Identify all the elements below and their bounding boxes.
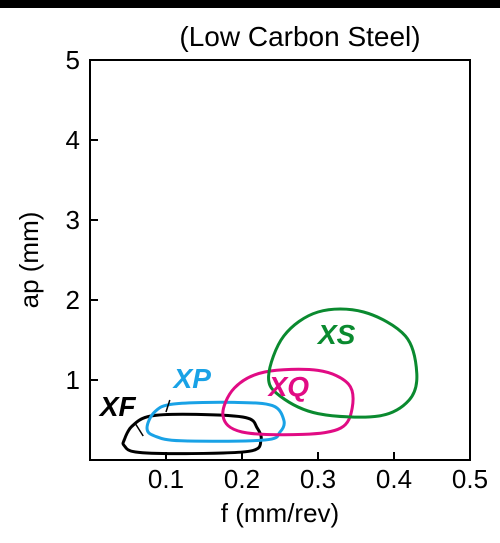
x-tick-label: 0.3 — [300, 464, 336, 494]
chart: (Low Carbon Steel) 0.1 0.2 0.3 0.4 0.5 1 2 3 4 5 f … — [0, 0, 500, 543]
leader-xf — [136, 424, 144, 436]
y-tick-label: 3 — [66, 205, 80, 235]
label-xq: XQ — [267, 371, 310, 402]
label-xs: XS — [316, 319, 356, 350]
x-tick-label: 0.1 — [148, 464, 184, 494]
label-xp: XP — [172, 363, 212, 394]
x-tick-label: 0.4 — [376, 464, 412, 494]
y-tick-label: 1 — [66, 365, 80, 395]
chart-title: (Low Carbon Steel) — [179, 21, 420, 52]
y-tick-label: 4 — [66, 125, 80, 155]
x-axis-label: f (mm/rev) — [221, 498, 339, 528]
region-xf — [123, 414, 261, 453]
x-tick-label: 0.2 — [224, 464, 260, 494]
top-black-bar — [0, 0, 500, 8]
y-tick-label: 5 — [66, 45, 80, 75]
y-tick-label: 2 — [66, 285, 80, 315]
label-xf: XF — [98, 391, 137, 422]
x-tick-label: 0.5 — [452, 464, 488, 494]
y-axis-label: ap (mm) — [14, 212, 44, 309]
